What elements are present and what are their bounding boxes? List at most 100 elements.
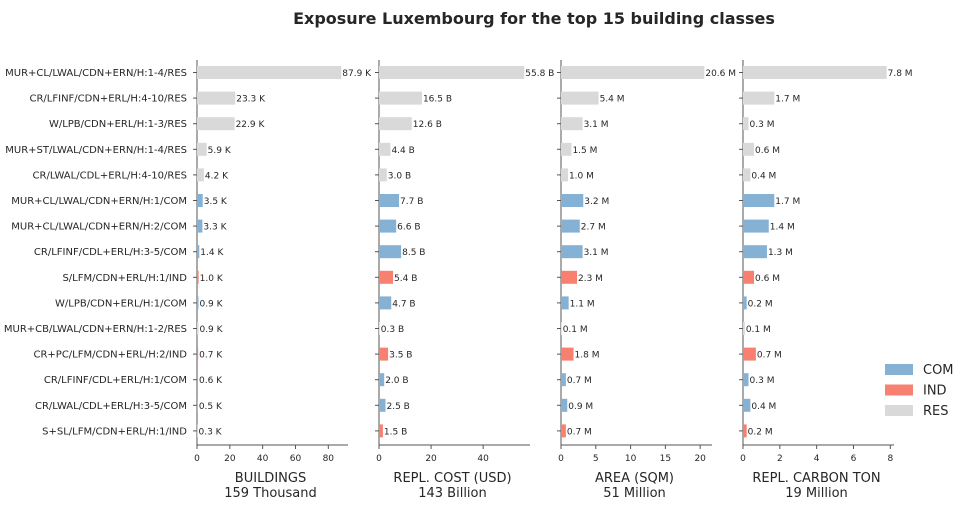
chart-title: Exposure Luxembourg for the top 15 build… [293, 9, 775, 28]
x-tick-label: 20 [694, 454, 706, 464]
value-label: 2.0 B [385, 376, 408, 386]
value-label: 0.3 B [381, 325, 404, 335]
value-label: 0.6 K [199, 376, 223, 386]
value-label: 16.5 B [423, 95, 452, 105]
bar [743, 322, 745, 335]
value-label: 0.9 K [199, 325, 223, 335]
panel-1: 0 20 40 60 80 87.9 K 23.3 K 22.9 K 5.9 K 4.2 K 3.5… [193, 60, 372, 501]
bar [197, 373, 198, 387]
value-label: 7.7 B [400, 197, 423, 207]
bar [561, 117, 583, 131]
x-tick-label: 40 [257, 454, 269, 464]
value-label: 6.6 B [397, 223, 420, 233]
value-label: 4.4 B [391, 146, 414, 156]
bar [197, 322, 199, 335]
x-tick-label: 20 [425, 454, 437, 464]
bar [561, 373, 566, 387]
value-label: 87.9 K [342, 69, 372, 79]
bar [197, 66, 342, 79]
x-axis-total: 143 Billion [418, 486, 487, 501]
legend-swatch [885, 405, 913, 416]
value-label: 0.1 M [746, 325, 771, 335]
bar [379, 142, 391, 156]
legend-label: RES [923, 404, 949, 419]
bar [197, 91, 236, 105]
category-label: S+SL/LFM/CDN+ERL/H:1/IND [42, 426, 187, 437]
bar [197, 168, 204, 182]
chart-legend: COM IND RES [885, 363, 954, 419]
bar [561, 424, 566, 438]
value-label: 1.8 M [575, 351, 600, 361]
category-label: S/LFM/CDN+ERL/H:1/IND [62, 273, 187, 284]
value-label: 3.1 M [584, 120, 609, 130]
value-label: 0.7 M [757, 351, 782, 361]
bar [197, 194, 203, 207]
value-label: 2.3 M [578, 274, 603, 284]
bar [197, 398, 198, 412]
bar [379, 322, 380, 335]
value-label: 3.2 M [584, 197, 609, 207]
bar [379, 91, 422, 105]
category-label: MUR+CL/LWAL/CDN+ERN/H:2/COM [11, 222, 187, 233]
x-axis-title: BUILDINGS [235, 471, 306, 486]
x-tick-label: 10 [625, 454, 637, 464]
value-label: 0.3 M [750, 120, 775, 130]
value-label: 0.9 M [568, 402, 593, 412]
value-label: 5.4 B [394, 274, 417, 284]
value-label: 0.2 M [748, 427, 773, 437]
x-axis-title: REPL. CARBON TON [752, 471, 880, 486]
bar [379, 219, 397, 233]
value-label: 55.8 B [525, 69, 554, 79]
value-label: 0.9 K [199, 299, 223, 309]
bar [379, 270, 394, 284]
bar [197, 117, 235, 131]
x-tick-label: 0 [376, 454, 382, 464]
bar [379, 117, 412, 131]
value-label: 0.4 M [751, 171, 776, 181]
value-label: 1.0 M [569, 171, 594, 181]
value-label: 22.9 K [236, 120, 266, 130]
value-label: 1.3 M [768, 248, 793, 258]
value-label: 0.1 M [563, 325, 588, 335]
bar [561, 398, 568, 412]
value-label: 12.6 B [413, 120, 442, 130]
value-label: 1.5 B [384, 427, 407, 437]
category-label: CR/LFINF/CDL+ERL/H:3-5/COM [34, 247, 187, 258]
x-axis-total: 159 Thousand [224, 486, 317, 501]
bar [743, 270, 755, 284]
bar [743, 424, 747, 438]
bar [561, 66, 705, 79]
value-label: 1.0 K [200, 274, 224, 284]
value-label: 0.7 M [567, 427, 592, 437]
value-label: 7.8 M [888, 69, 913, 79]
value-label: 23.3 K [236, 95, 266, 105]
value-label: 3.3 K [203, 223, 227, 233]
bar [197, 245, 200, 259]
value-label: 0.3 M [750, 376, 775, 386]
bar [561, 322, 562, 335]
category-label: W/LPB/CDN+ERL/H:1-3/RES [49, 119, 187, 130]
value-label: 1.7 M [775, 95, 800, 105]
bar [379, 424, 383, 438]
category-label: W/LPB/CDN+ERL/H:1/COM [55, 298, 187, 309]
bar [743, 91, 775, 105]
bar [561, 219, 580, 233]
x-tick-label: 5 [593, 454, 599, 464]
x-tick-label: 60 [290, 454, 302, 464]
value-label: 1.4 M [770, 223, 795, 233]
value-label: 0.2 M [748, 299, 773, 309]
category-label: MUR+CB/LWAL/CDN+ERN/H:1-2/RES [4, 324, 187, 335]
panel-4: 0 2 4 6 8 7.8 M 1.7 M 0.3 M 0.6 M 0.4 M 1.7 M 1.4 M… [739, 60, 913, 501]
legend-swatch [885, 364, 913, 375]
x-tick-label: 0 [740, 454, 746, 464]
legend-swatch [885, 384, 913, 396]
bar [379, 245, 402, 259]
bar [379, 168, 387, 182]
bar [743, 66, 887, 79]
category-label: CR/LFINF/CDN+ERL/H:4-10/RES [30, 94, 188, 105]
value-label: 0.4 M [751, 402, 776, 412]
bar [743, 219, 769, 233]
bar [197, 142, 207, 156]
category-label: MUR+CL/LWAL/CDN+ERN/H:1-4/RES [5, 68, 187, 79]
